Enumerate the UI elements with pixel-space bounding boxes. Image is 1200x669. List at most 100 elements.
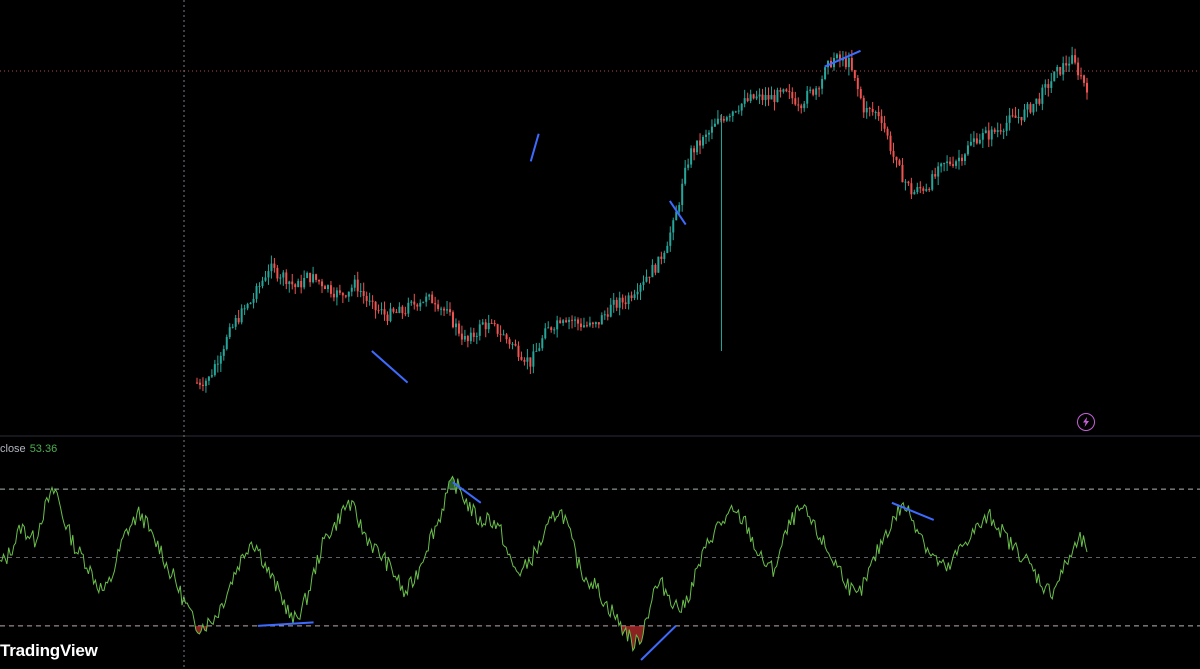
candle [1008,107,1011,131]
indicator-legend[interactable]: close 53.36 [0,443,57,455]
divergence-line[interactable] [371,350,409,384]
candle [252,292,255,309]
candle [585,321,588,328]
candle [752,93,755,100]
candle [535,342,538,352]
candle [571,315,574,329]
candle [940,162,943,173]
candle [1050,73,1053,93]
candle [1044,79,1047,95]
candle [356,271,359,298]
candle [270,255,273,279]
candle [844,51,847,70]
candle [505,333,508,344]
candle [987,122,990,148]
candle [591,321,594,329]
candle [344,294,347,299]
rsi-divergence-line[interactable] [452,481,482,504]
candle [1056,64,1059,79]
candle [472,327,475,342]
lightning-icon[interactable] [1077,413,1095,431]
candle [276,265,279,282]
candle [449,302,452,316]
candle [338,284,341,296]
candle [1053,71,1056,82]
candle [937,162,940,186]
candle [1077,57,1080,80]
price-pane[interactable] [196,46,1088,393]
rsi-pane[interactable] [0,475,1200,661]
candle [359,283,362,298]
candle [493,320,496,327]
divergence-line[interactable] [668,200,687,226]
candle [562,318,565,326]
candle [782,88,785,94]
candle [731,110,734,122]
candle [1047,78,1050,97]
tradingview-logo[interactable]: TradingView [0,641,98,661]
candle [544,323,547,340]
candle [216,355,219,373]
candle [341,292,344,304]
candle [883,115,886,133]
candle [859,86,862,100]
candle [690,145,693,168]
rsi-line[interactable] [0,475,1088,653]
candle [1029,102,1032,114]
candle [636,283,639,300]
candle [853,69,856,81]
rsi-divergence-line[interactable] [891,501,935,521]
candle [770,86,773,100]
candle [380,302,383,315]
candle [234,314,237,330]
candle [713,118,716,127]
candle [702,135,705,149]
candle [710,119,713,140]
candle [326,284,329,293]
candle [401,305,404,319]
candle [207,375,210,386]
candle [913,189,916,195]
candle [306,271,309,279]
candle [529,357,532,375]
candle [624,295,627,310]
candle [687,158,690,171]
candle [243,304,246,316]
candle [577,317,580,331]
candle [960,154,963,166]
rsi-divergence-line[interactable] [640,625,677,661]
candle [788,84,791,99]
candle [618,291,621,316]
divergence-line[interactable] [824,49,861,68]
candle [889,131,892,155]
candle [582,317,585,329]
candle [743,89,746,108]
candle [660,251,663,265]
candle [228,323,231,340]
candle [910,177,913,200]
candle [419,299,422,311]
rsi-divergence-line[interactable] [257,621,314,627]
candle [654,263,657,276]
candle [728,113,731,122]
candle [630,291,633,302]
divergence-line[interactable] [529,133,540,162]
candle [892,142,895,164]
candle [422,301,425,304]
brand-name: TradingView [0,641,98,660]
candle [487,314,490,334]
candle [1041,84,1044,111]
candle [300,274,303,294]
candle [1083,74,1086,87]
candle [877,105,880,121]
candle [407,297,410,318]
candle [508,337,511,349]
candle [556,315,559,338]
candle [880,109,883,132]
candle [874,110,877,120]
candle [600,312,603,325]
candle [734,110,737,113]
candle [791,87,794,105]
candle [776,87,779,103]
